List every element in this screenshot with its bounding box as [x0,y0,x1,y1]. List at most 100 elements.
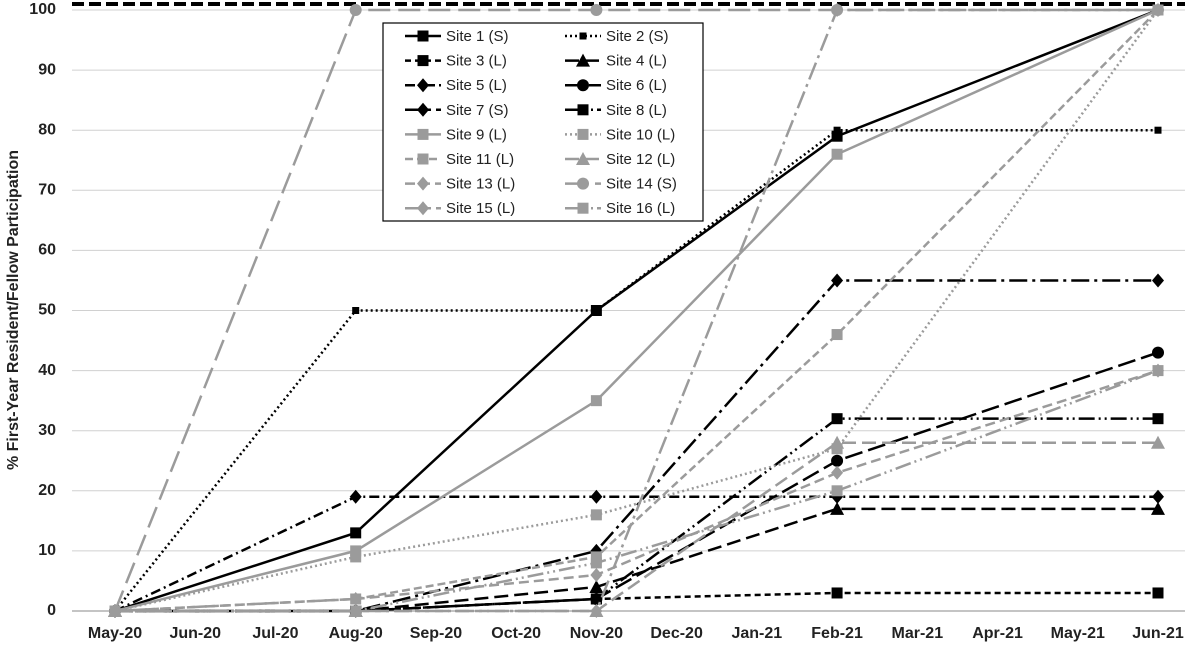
y-tick-label: 20 [38,482,56,499]
legend-label: Site 10 (L) [606,126,675,143]
marker [352,307,360,314]
marker [350,527,362,539]
x-tick-label: Feb-21 [811,625,863,642]
x-tick-label: Nov-20 [570,625,623,642]
marker [831,465,844,480]
legend-marker [417,30,429,42]
marker [831,454,844,467]
x-tick-label: Aug-20 [329,625,383,642]
x-tick-label: Jun-21 [1132,625,1184,642]
y-tick-label: 90 [38,61,56,78]
legend-marker [577,79,589,92]
legend-marker [417,102,429,117]
x-tick-label: May-20 [88,625,142,642]
marker [1152,273,1164,288]
x-tick-label: Oct-20 [491,625,541,642]
marker [831,329,843,341]
series-line [115,441,1158,613]
marker [590,395,602,407]
legend-label: Site 3 (L) [446,53,507,70]
marker [831,413,843,425]
x-tick-label: Jul-20 [252,625,298,642]
y-tick-label: 0 [47,602,56,619]
marker [350,605,362,617]
legend-label: Site 8 (L) [606,102,667,119]
y-tick-label: 40 [38,362,56,379]
marker [831,485,843,497]
marker [109,605,121,617]
legend-marker [579,32,587,40]
marker [590,557,602,569]
marker [831,443,843,455]
marker [590,551,602,563]
legend-marker [417,55,429,67]
legend-marker [577,202,589,214]
legend-box [382,22,704,222]
legend-label: Site 4 (L) [606,53,667,70]
marker [590,509,602,521]
marker [1152,413,1164,425]
marker [592,307,600,314]
x-tick-label: Sep-20 [410,625,463,642]
marker [349,4,362,16]
marker [830,501,845,515]
legend-label: Site 1 (S) [446,28,509,45]
marker [1152,3,1164,17]
marker [1151,435,1165,449]
x-tick-label: Apr-21 [972,625,1023,642]
y-tick-label: 70 [38,182,56,199]
legend-marker [577,177,589,190]
legend-marker [417,78,429,93]
marker [590,604,603,618]
y-axis-title: % First-Year Resident/Fellow Participati… [5,150,22,470]
x-tick-label: Jun-20 [169,625,221,642]
marker [831,130,843,142]
legend-label: Site 12 (L) [606,151,675,168]
y-tick-label: 80 [38,121,56,138]
marker [1151,501,1165,515]
marker [350,551,362,563]
legend-label: Site 5 (L) [446,77,507,94]
marker [349,489,362,504]
x-tick-label: Mar-21 [892,625,944,642]
marker [349,591,362,606]
legend-label: Site 13 (L) [446,176,515,193]
series-line [114,495,1158,613]
marker [1152,365,1164,377]
legend-label: Site 6 (L) [606,77,667,94]
legend-label: Site 9 (L) [446,126,507,143]
legend-marker [577,128,589,140]
marker [590,4,603,16]
marker [590,593,602,605]
y-tick-label: 50 [38,302,56,319]
legend-marker [417,201,429,216]
marker [831,587,843,599]
x-tick-label: May-21 [1051,625,1105,642]
marker [1152,346,1164,359]
legend-label: Site 7 (S) [446,102,509,119]
legend-label: Site 11 (L) [446,151,514,168]
marker [831,273,844,288]
legend-marker [577,104,589,116]
marker [590,567,603,582]
y-tick-label: 100 [29,1,56,18]
legend-marker [576,152,590,165]
legend-label: Site 14 (S) [606,176,677,193]
legend-marker [417,153,429,165]
marker [830,435,845,449]
y-tick-label: 60 [38,242,56,259]
marker [590,489,603,504]
y-tick-label: 30 [38,422,56,439]
marker [1152,489,1164,504]
marker [1154,126,1162,134]
marker [350,545,362,557]
legend-label: Site 15 (L) [446,200,515,217]
legend: Site 1 (S) Site 2 (S) Site 3 (L) Site 4 (L)… [382,22,704,222]
legend-marker [417,128,429,140]
marker [831,148,843,160]
legend-marker [417,176,429,191]
y-tick-label: 10 [38,542,56,559]
marker [831,3,844,17]
